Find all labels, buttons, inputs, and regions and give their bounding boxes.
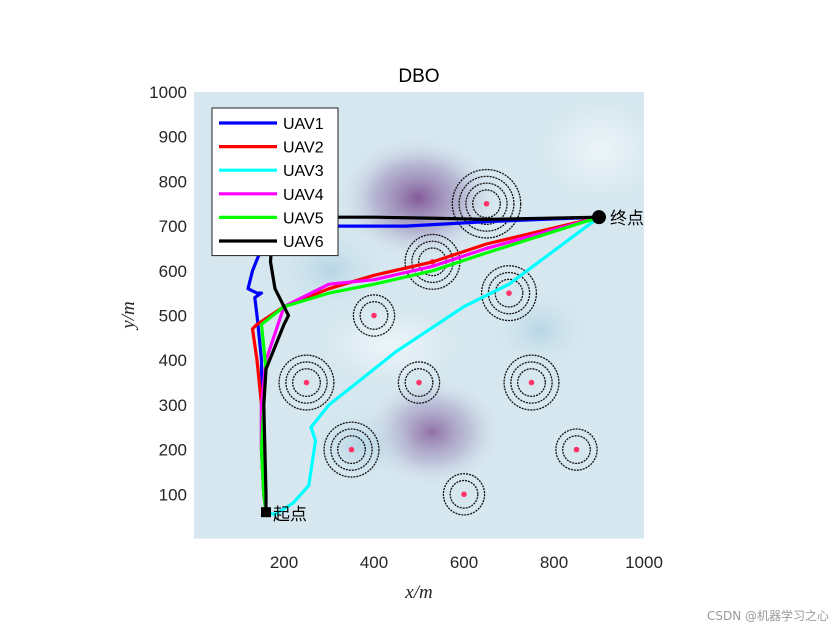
threat-ring	[562, 435, 591, 465]
end-marker	[592, 210, 606, 225]
threat-ring	[352, 294, 396, 337]
threat-ring	[458, 175, 515, 232]
start-marker	[261, 507, 271, 518]
x-tick-label: 400	[360, 553, 388, 572]
x-axis-label: x/m	[404, 582, 432, 603]
y-tick-label: 200	[159, 441, 187, 460]
y-tick-label: 1000	[149, 83, 187, 102]
uav-paths	[246, 215, 601, 517]
threat-center	[461, 491, 467, 498]
threat-center	[348, 446, 355, 453]
y-tick-label: 700	[159, 217, 187, 236]
threat-ring	[510, 361, 553, 404]
threat-ring	[337, 435, 366, 465]
y-tick-label: 300	[159, 396, 187, 415]
threat-ring	[472, 189, 501, 219]
axes: 200 400 600 800 1000 100 200 300 400 500 600 700 800…	[149, 83, 663, 572]
legend-entry: UAV2	[283, 140, 324, 157]
y-tick-label: 600	[159, 262, 187, 281]
threat-ring	[397, 361, 441, 404]
terrain-valley-2	[540, 100, 644, 200]
y-tick-label: 800	[159, 172, 187, 191]
terrain-peak-top	[338, 136, 498, 260]
threat-ring	[292, 368, 321, 398]
legend-box	[211, 107, 339, 257]
y-tick-label: 900	[159, 128, 187, 147]
x-tick-label: 200	[270, 553, 298, 572]
threat-zones	[278, 168, 598, 516]
threat-ring	[465, 182, 508, 225]
uav-path-uav3	[264, 215, 601, 517]
legend-entry: UAV1	[283, 116, 324, 133]
terrain-slope-2	[305, 405, 415, 485]
threat-center	[528, 379, 535, 386]
threat-center	[303, 379, 310, 386]
uav-path-uav6	[262, 215, 601, 514]
chart-title: DBO	[398, 66, 439, 87]
plot-area	[194, 92, 644, 539]
threat-ring	[278, 354, 335, 411]
y-tick-label: 400	[159, 351, 187, 370]
uav-path-uav5	[259, 215, 601, 514]
legend-entry: UAV5	[283, 210, 324, 227]
x-tick-label: 1000	[625, 553, 663, 572]
legend: UAV1 UAV2 UAV3 UAV4 UAV5 UAV6	[211, 107, 339, 257]
x-tick-label: 600	[450, 553, 478, 572]
threat-ring	[555, 428, 598, 471]
terrain-slope-3	[490, 290, 590, 370]
threat-ring	[503, 354, 560, 411]
threat-ring	[323, 421, 380, 478]
threat-center	[371, 312, 377, 319]
legend-entry: UAV3	[283, 163, 324, 180]
watermark: CSDN @机器学习之心	[707, 608, 829, 623]
x-tick-label: 800	[540, 553, 568, 572]
threat-center	[416, 379, 422, 386]
threat-center	[483, 200, 490, 207]
threat-ring	[404, 368, 434, 398]
threat-ring	[449, 479, 479, 509]
legend-entry: UAV4	[283, 187, 324, 204]
y-tick-label: 500	[159, 307, 187, 326]
threat-ring	[442, 473, 486, 516]
legend-entry: UAV6	[283, 234, 324, 251]
y-tick-label: 100	[159, 485, 187, 504]
threat-ring	[359, 301, 389, 330]
threat-ring	[517, 368, 546, 398]
threat-center	[573, 446, 580, 453]
threat-ring	[494, 278, 524, 308]
route-markers: 起点 终点	[261, 209, 644, 525]
end-label: 终点	[610, 209, 644, 229]
threat-center	[506, 290, 512, 296]
y-axis-label: y/m	[118, 301, 139, 330]
threat-ring	[451, 168, 522, 239]
terrain-valley-1	[320, 307, 460, 383]
threat-ring	[480, 265, 538, 322]
threat-ring	[285, 361, 328, 404]
threat-ring	[411, 240, 454, 284]
start-label: 起点	[273, 505, 307, 525]
threat-ring	[330, 428, 373, 471]
